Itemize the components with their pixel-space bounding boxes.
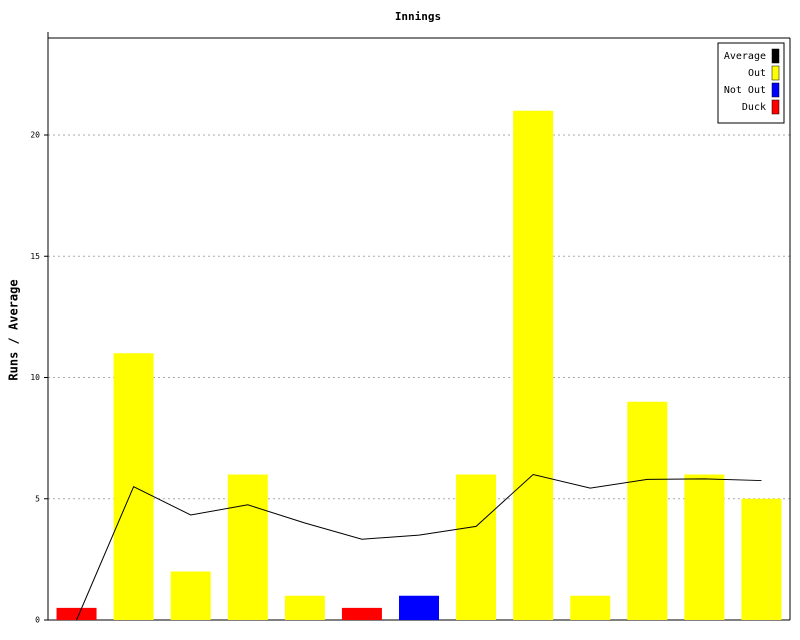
legend-swatch <box>771 48 780 64</box>
bar <box>170 571 211 620</box>
y-tick-label: 15 <box>30 252 40 261</box>
y-axis-label: Runs / Average <box>7 279 21 380</box>
bar <box>456 474 497 620</box>
bar <box>284 595 325 620</box>
legend-label: Not Out <box>724 85 766 96</box>
chart-title: Innings <box>395 10 441 23</box>
average-line <box>76 473 762 621</box>
legend-label: Average <box>724 51 766 62</box>
bar <box>684 474 725 620</box>
y-tick-label: 5 <box>35 494 40 503</box>
bar <box>513 110 554 620</box>
bar <box>399 595 439 620</box>
bar <box>570 595 611 620</box>
y-tick-label: 0 <box>35 616 40 625</box>
bar <box>341 607 382 620</box>
bar <box>227 474 268 620</box>
legend-label: Out <box>748 68 766 79</box>
legend-label: Duck <box>742 102 766 113</box>
y-tick-label: 10 <box>30 373 40 382</box>
bar <box>741 498 782 620</box>
y-tick-label: 20 <box>30 131 40 140</box>
bar <box>627 401 668 620</box>
bar <box>56 607 97 620</box>
legend-swatch <box>771 65 780 81</box>
legend-swatch <box>771 99 780 115</box>
legend-swatch <box>771 82 780 98</box>
